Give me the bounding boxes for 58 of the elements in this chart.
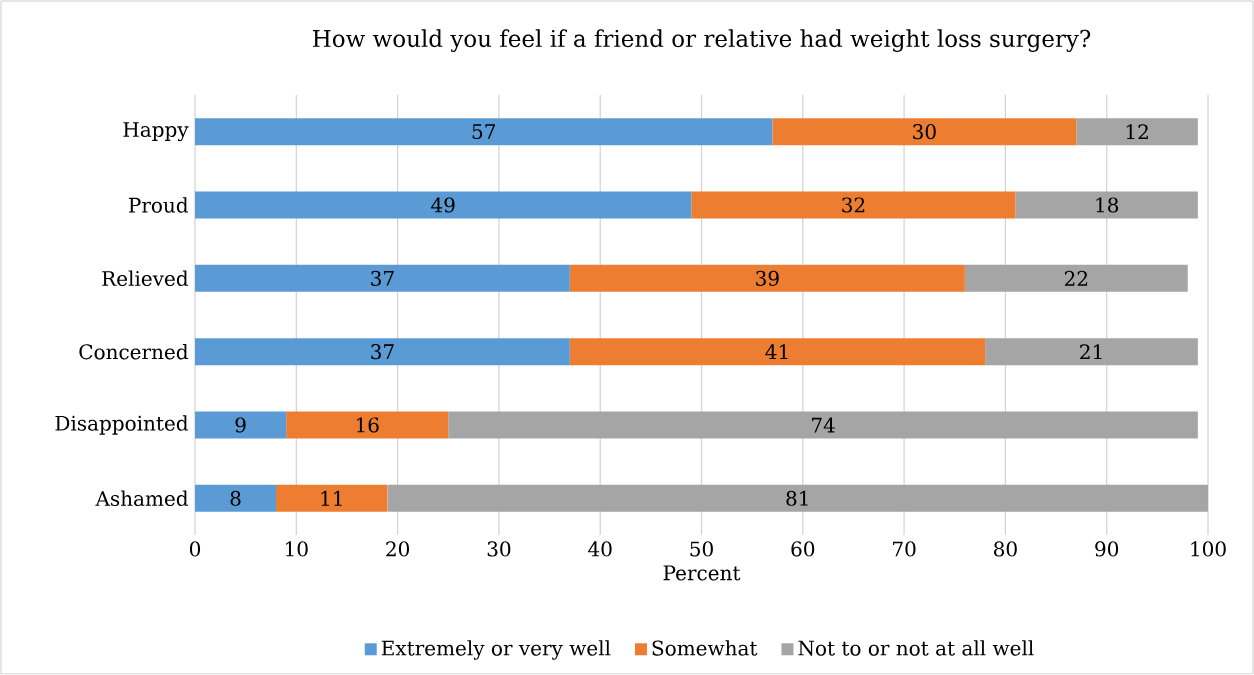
x-tick-label: 100 xyxy=(1191,541,1226,557)
data-label: 9 xyxy=(235,417,246,433)
bar xyxy=(276,484,388,512)
bar xyxy=(985,338,1198,366)
data-label: 37 xyxy=(371,344,394,360)
data-label: 37 xyxy=(371,270,394,286)
y-tick-label: Relieved xyxy=(102,270,189,287)
bar xyxy=(448,411,1198,439)
x-tick-label: 10 xyxy=(286,541,308,557)
data-label: 16 xyxy=(356,417,379,433)
data-label: 8 xyxy=(230,490,241,506)
x-tick-label: 40 xyxy=(588,541,612,557)
x-tick-label: 50 xyxy=(690,541,713,557)
data-label: 32 xyxy=(842,197,865,213)
x-axis-title: Percent xyxy=(663,565,741,581)
data-label: 22 xyxy=(1064,270,1088,286)
legend-label: Not to or not at all well xyxy=(798,640,1034,656)
x-tick-label: 0 xyxy=(189,541,201,557)
data-label: 11 xyxy=(321,490,342,506)
bar xyxy=(772,118,1077,146)
bar xyxy=(195,264,570,292)
legend-label: Extremely or very well xyxy=(381,640,611,660)
bar xyxy=(195,484,277,512)
data-label: 18 xyxy=(1096,197,1119,213)
bar xyxy=(691,191,1016,219)
x-tick-label: 80 xyxy=(994,541,1017,557)
bar xyxy=(569,264,965,292)
bar xyxy=(195,191,692,219)
data-label: 49 xyxy=(431,197,455,213)
data-label: 57 xyxy=(472,124,495,140)
data-label: 41 xyxy=(765,344,788,360)
bar xyxy=(195,411,287,439)
data-label: 30 xyxy=(913,124,936,140)
x-tick-label: 30 xyxy=(487,541,511,557)
data-label: 12 xyxy=(1126,124,1148,140)
x-tick-label: 20 xyxy=(386,541,410,557)
legend-label: Somewhat xyxy=(652,640,758,656)
bar xyxy=(1015,191,1198,219)
data-label: 74 xyxy=(812,417,835,433)
bar xyxy=(1076,118,1198,146)
y-tick-label: Concerned xyxy=(79,343,189,360)
bar xyxy=(964,264,1188,292)
x-tick-label: 60 xyxy=(791,541,815,557)
data-label: 81 xyxy=(786,490,808,506)
bar xyxy=(286,411,449,439)
x-tick-label: 90 xyxy=(1095,541,1119,557)
y-tick-label: Ashamed xyxy=(95,490,189,507)
bar xyxy=(569,338,986,366)
y-tick-label: Disappointed xyxy=(55,415,189,435)
bar xyxy=(387,484,1208,512)
data-label: 21 xyxy=(1080,344,1102,360)
data-label: 39 xyxy=(756,270,779,286)
y-tick-label: Happy xyxy=(123,122,189,142)
chart-title: How would you feel if a friend or relative had weight loss surgery? xyxy=(312,29,1091,52)
y-tick-label: Proud xyxy=(128,197,189,213)
bar xyxy=(195,338,570,366)
x-tick-label: 70 xyxy=(893,541,916,557)
bar xyxy=(195,118,773,146)
